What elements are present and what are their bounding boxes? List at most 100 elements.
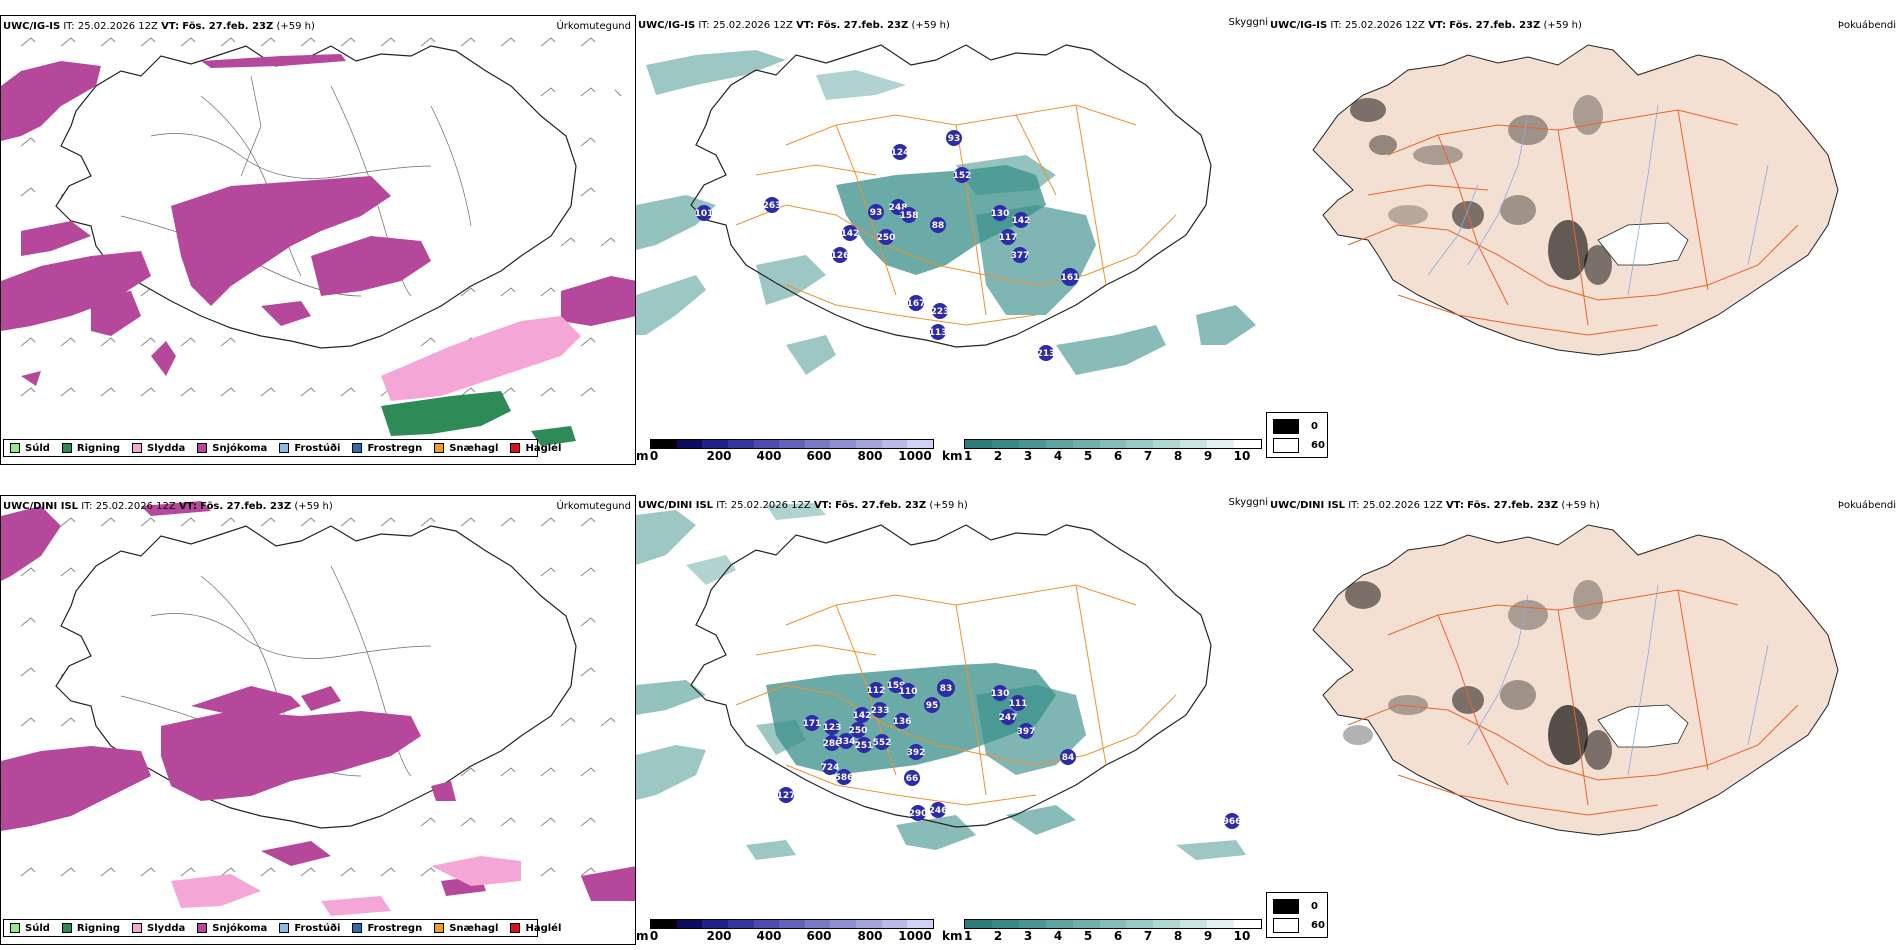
legend-swatch bbox=[132, 443, 143, 453]
ceiling-tick: 1000 bbox=[898, 929, 932, 943]
vt-label: VT: bbox=[1445, 500, 1464, 511]
fog-legend-label-bottom: 60 bbox=[1311, 440, 1325, 451]
ceiling-value: 127 bbox=[777, 791, 796, 801]
it-label: IT: bbox=[1348, 500, 1360, 511]
rain-areas bbox=[381, 391, 576, 446]
visibility-colorbar-strip bbox=[964, 439, 1262, 449]
panel-header-bottom-fog: UWC/DINI ISL IT: 25.02.2026 12Z VT: Fös.… bbox=[1270, 500, 1600, 511]
ceiling-marker bbox=[878, 229, 894, 245]
legend-label: Frostúði bbox=[294, 442, 341, 454]
fog-legend-top: 0 60 bbox=[1266, 412, 1328, 458]
fog-index-panel-top: UWC/IG-IS IT: 25.02.2026 12Z VT: Fös. 27… bbox=[1268, 15, 1900, 465]
ceiling-marker bbox=[901, 207, 917, 223]
legend-item-frostregn: Frostregn bbox=[352, 443, 422, 454]
legend-item-snaehagl: Snæhagl bbox=[434, 443, 498, 454]
visibility-colorbar-bottom: km 1 2 3 4 5 6 7 8 9 10 bbox=[942, 919, 1264, 945]
ceiling-value: 213 bbox=[1037, 349, 1056, 359]
visibility-tick: 1 bbox=[963, 929, 973, 943]
it-value: 25.02.2026 12Z bbox=[77, 21, 158, 32]
visibility-tick: 6 bbox=[1113, 449, 1123, 463]
legend-label: Snæhagl bbox=[449, 922, 499, 934]
visibility-tick: 2 bbox=[993, 449, 1003, 463]
ceiling-value: 142 bbox=[853, 711, 872, 721]
ceiling-value: 88 bbox=[932, 221, 945, 231]
ceiling-value: 136 bbox=[893, 717, 912, 727]
ceiling-marker bbox=[1012, 247, 1028, 263]
legend-item-sudl: Súld bbox=[10, 443, 50, 454]
panel-title-fog-bottom: Þokuábendi bbox=[1837, 500, 1896, 511]
it-value: 25.02.2026 12Z bbox=[95, 501, 176, 512]
ceiling-tick: 200 bbox=[706, 929, 732, 943]
ceiling-tick: 600 bbox=[806, 449, 832, 463]
legend-swatch bbox=[197, 443, 208, 453]
ceiling-value: 233 bbox=[871, 706, 890, 716]
vt-value: Fös. 27.feb. 23Z bbox=[200, 501, 292, 512]
ceiling-marker bbox=[1061, 268, 1079, 286]
visibility-tick: 9 bbox=[1203, 929, 1213, 943]
legend-swatch bbox=[352, 923, 363, 933]
legend-label: Snæhagl bbox=[449, 442, 499, 454]
river-network bbox=[1427, 104, 1769, 296]
legend-item-slydda: Slydda bbox=[132, 923, 185, 934]
fog-legend-label-top: 0 bbox=[1311, 901, 1318, 912]
forecast-offset: (+59 h) bbox=[276, 21, 315, 32]
ceiling-markers: 101 263 248 158 93 88 250 142 126 130 14… bbox=[695, 130, 1080, 361]
vt-value: Fös. 27.feb. 23Z bbox=[1467, 500, 1559, 511]
ceiling-marker bbox=[932, 303, 948, 319]
visibility-panel-bottom: 112 159 110 83 95 130 111 247 397 84 233… bbox=[636, 495, 1268, 945]
ceiling-colorbar-top: m 0 200 400 600 800 1000 bbox=[636, 439, 936, 465]
ceiling-value: 171 bbox=[803, 719, 822, 729]
forecast-offset: (+59 h) bbox=[1543, 20, 1582, 31]
visibility-colorbar-top: km 1 2 3 4 5 6 7 8 9 10 bbox=[942, 439, 1264, 465]
ceiling-value: 263 bbox=[763, 201, 782, 211]
fog-shading bbox=[1343, 580, 1612, 770]
vt-label: VT: bbox=[813, 500, 832, 511]
panel-title-precip-bottom: Úrkomutegund bbox=[556, 501, 631, 512]
fog-legend-swatch-bottom bbox=[1273, 918, 1299, 933]
ceiling-value: 248 bbox=[889, 203, 908, 213]
ceiling-tick: 1000 bbox=[898, 449, 932, 463]
snow-areas bbox=[1, 501, 635, 901]
ceiling-value: 130 bbox=[991, 209, 1010, 219]
legend-swatch bbox=[197, 923, 208, 933]
legend-item-snjokoma: Snjókoma bbox=[197, 443, 267, 454]
ceiling-marker bbox=[1000, 229, 1016, 245]
road-network bbox=[735, 584, 1177, 806]
visibility-tick: 3 bbox=[1023, 449, 1033, 463]
ceiling-marker bbox=[946, 130, 962, 146]
model-name: UWC/IG-IS bbox=[1270, 20, 1328, 31]
legend-item-haglel: Haglél bbox=[510, 923, 561, 934]
precip-map-top bbox=[1, 37, 635, 446]
legend-label: Súld bbox=[25, 442, 50, 454]
visibility-tick: 8 bbox=[1173, 929, 1183, 943]
legend-item-sudl: Súld bbox=[10, 923, 50, 934]
white-region bbox=[1597, 222, 1689, 266]
forecast-offset: (+59 h) bbox=[294, 501, 333, 512]
panel-title-visibility-top: Skyggni bbox=[1228, 17, 1268, 28]
forecast-offset: (+59 h) bbox=[929, 500, 968, 511]
ceiling-value: 66 bbox=[906, 774, 919, 784]
legend-label: Haglél bbox=[525, 922, 562, 934]
ceiling-colorbar-bottom: m 0 200 400 600 800 1000 bbox=[636, 919, 936, 945]
panel-header-top-visibility: UWC/IG-IS IT: 25.02.2026 12Z VT: Fös. 27… bbox=[638, 20, 950, 31]
ceiling-marker bbox=[892, 144, 908, 160]
visibility-shading bbox=[636, 50, 1256, 375]
ceiling-value: 152 bbox=[953, 171, 972, 181]
ceiling-value: 161 bbox=[1061, 273, 1080, 283]
river-network bbox=[1467, 584, 1769, 776]
model-name: UWC/DINI ISL bbox=[638, 500, 714, 511]
ceiling-marker bbox=[992, 205, 1008, 221]
panel-title-visibility-bottom: Skyggni bbox=[1228, 497, 1268, 508]
ceiling-value: 586 bbox=[835, 773, 854, 783]
ceiling-value: 113 bbox=[929, 328, 948, 338]
ceiling-marker bbox=[868, 204, 884, 220]
ceiling-marker bbox=[954, 167, 970, 183]
legend-swatch bbox=[132, 923, 143, 933]
ceiling-value: 111 bbox=[1009, 699, 1028, 709]
road-network bbox=[1347, 589, 1799, 816]
visibility-tick: 2 bbox=[993, 929, 1003, 943]
fog-legend-swatch-top bbox=[1273, 419, 1299, 434]
ceiling-value: 158 bbox=[900, 211, 919, 221]
ceiling-value: 247 bbox=[999, 713, 1018, 723]
ceiling-colorbar-strip bbox=[650, 439, 934, 449]
